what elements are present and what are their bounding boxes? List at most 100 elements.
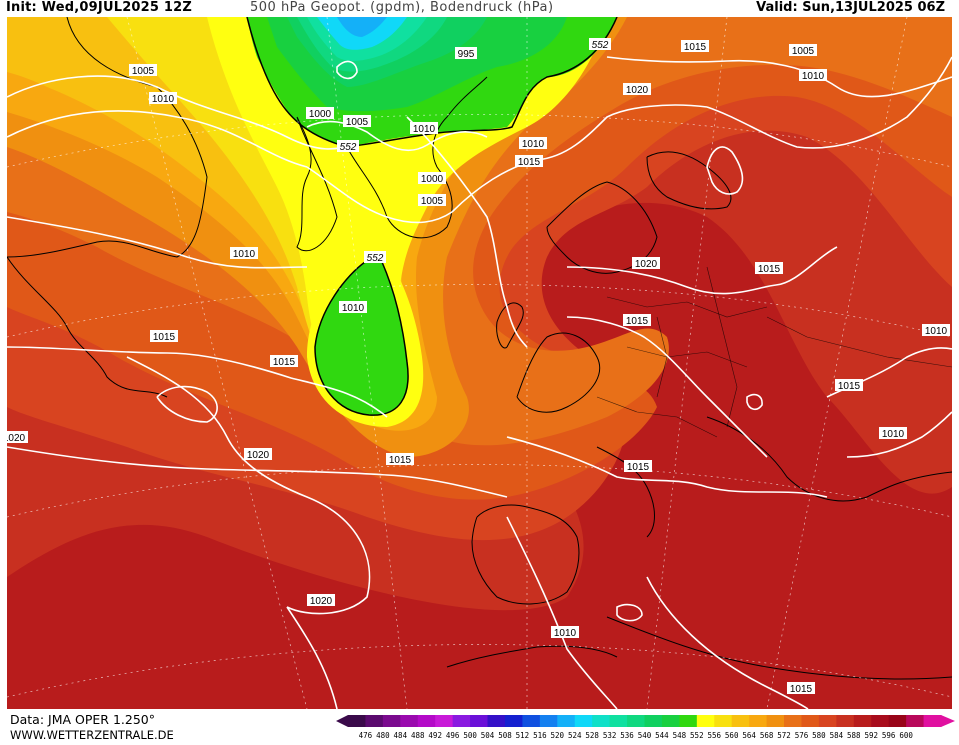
legend-swatch bbox=[417, 715, 436, 727]
legend-tick-label: 540 bbox=[638, 731, 652, 740]
legend-tick-label: 560 bbox=[725, 731, 739, 740]
legend-tick-label: 584 bbox=[830, 731, 844, 740]
isobar-label: 1010 bbox=[149, 92, 177, 105]
legend-tick-label: 528 bbox=[585, 731, 599, 740]
legend-tick-label: 496 bbox=[446, 731, 460, 740]
legend-swatch bbox=[382, 715, 401, 727]
legend-right-arrow bbox=[941, 715, 955, 727]
legend-tick-label: 596 bbox=[882, 731, 896, 740]
isobar-label: 1015 bbox=[624, 460, 652, 473]
legend-swatch bbox=[766, 715, 785, 727]
legend-scale: 476 480 484 488 492 496 500 504 508 512 516 520 524 5… bbox=[336, 715, 955, 740]
legend-swatch bbox=[400, 715, 419, 727]
isobar-label: 1020 bbox=[632, 257, 660, 270]
svg-text:1015: 1015 bbox=[389, 455, 412, 466]
legend-swatch bbox=[818, 715, 837, 727]
legend-swatch bbox=[784, 715, 802, 727]
legend-swatch bbox=[504, 715, 523, 727]
legend-tick-label: 556 bbox=[707, 731, 721, 740]
legend-left-arrow bbox=[336, 715, 348, 727]
isobar-label: 1000 bbox=[306, 107, 334, 120]
svg-text:1015: 1015 bbox=[153, 332, 176, 343]
legend-tick-label: 592 bbox=[864, 731, 878, 740]
legend-swatch bbox=[871, 715, 890, 727]
isobar-label: 1005 bbox=[129, 64, 157, 77]
isobar-label: 1020 bbox=[7, 431, 28, 444]
legend-swatch bbox=[592, 715, 611, 727]
legend-swatch bbox=[801, 715, 820, 727]
isobar-label: 1010 bbox=[879, 427, 907, 440]
svg-text:1015: 1015 bbox=[518, 157, 541, 168]
isobar-label: 1015 bbox=[835, 379, 863, 392]
legend-swatch bbox=[853, 715, 872, 727]
legend-swatch bbox=[679, 715, 698, 727]
geopotential-label: 552 bbox=[337, 140, 359, 153]
isobar-label: 1010 bbox=[922, 324, 950, 337]
legend-swatch bbox=[888, 715, 907, 727]
isobar-label: 1005 bbox=[343, 115, 371, 128]
isobar-labels: 1005 1010 1000 1005 1010 995 1010 1015 1000 1005 1… bbox=[7, 40, 950, 695]
svg-text:995: 995 bbox=[458, 49, 475, 60]
svg-text:1020: 1020 bbox=[247, 450, 270, 461]
legend-swatch bbox=[923, 715, 942, 727]
legend-tick-label: 576 bbox=[795, 731, 809, 740]
legend-tick-label: 480 bbox=[376, 731, 390, 740]
grid-lines bbox=[7, 17, 952, 709]
isobar-label: 1010 bbox=[519, 137, 547, 150]
legend-swatch bbox=[470, 715, 489, 727]
legend-swatch bbox=[539, 715, 558, 727]
legend-tick-label: 492 bbox=[428, 731, 442, 740]
svg-text:1010: 1010 bbox=[413, 124, 436, 135]
isobar-label: 1000 bbox=[418, 172, 446, 185]
isobar-label: 1015 bbox=[515, 155, 543, 168]
legend-tick-label: 520 bbox=[551, 731, 565, 740]
isobar-label: 1005 bbox=[418, 194, 446, 207]
legend-tick-label: 588 bbox=[847, 731, 861, 740]
legend-swatch bbox=[731, 715, 750, 727]
isobar-label: 1020 bbox=[244, 448, 272, 461]
field-528 bbox=[337, 17, 387, 37]
legend-swatch bbox=[348, 715, 366, 727]
isobar-lines bbox=[7, 56, 952, 709]
legend-tick-label: 532 bbox=[603, 731, 617, 740]
legend-swatch bbox=[836, 715, 855, 727]
isobar-label: 1020 bbox=[623, 83, 651, 96]
legend-swatch bbox=[522, 715, 541, 727]
legend-tick-label: 512 bbox=[516, 731, 530, 740]
svg-text:552: 552 bbox=[592, 40, 609, 51]
geopotential-label: 552 bbox=[364, 251, 386, 264]
legend-tick-label: 536 bbox=[620, 731, 634, 740]
site-url: WWW.WETTERZENTRALE.DE bbox=[10, 728, 174, 742]
legend-swatch bbox=[714, 715, 733, 727]
geopotential-label: 552 bbox=[589, 38, 611, 51]
svg-text:1010: 1010 bbox=[802, 71, 825, 82]
svg-text:1020: 1020 bbox=[7, 433, 26, 444]
legend-tick-label: 548 bbox=[673, 731, 687, 740]
legend-swatch bbox=[557, 715, 576, 727]
svg-text:1010: 1010 bbox=[233, 249, 256, 260]
legend-swatch bbox=[365, 715, 384, 727]
isobar-label: 1005 bbox=[789, 44, 817, 57]
legend-tick-label: 564 bbox=[742, 731, 756, 740]
svg-text:1015: 1015 bbox=[684, 42, 707, 53]
isobar-label: 1010 bbox=[230, 247, 258, 260]
svg-text:1020: 1020 bbox=[310, 596, 333, 607]
legend-swatch bbox=[696, 715, 715, 727]
legend-swatch bbox=[749, 715, 768, 727]
isobar-label: 1010 bbox=[799, 69, 827, 82]
svg-text:1010: 1010 bbox=[925, 326, 948, 337]
svg-text:1000: 1000 bbox=[421, 174, 444, 185]
svg-text:1015: 1015 bbox=[838, 381, 861, 392]
legend-tick-label: 600 bbox=[899, 731, 913, 740]
color-legend: 476 480 484 488 492 496 500 504 508 512 516 520 524 5… bbox=[336, 713, 959, 741]
svg-text:1005: 1005 bbox=[421, 196, 444, 207]
isobar-label: 1010 bbox=[410, 122, 438, 135]
legend-tick-label: 500 bbox=[463, 731, 477, 740]
isobar-label: 1015 bbox=[386, 453, 414, 466]
svg-text:1020: 1020 bbox=[626, 85, 649, 96]
isobar-label: 1020 bbox=[307, 594, 335, 607]
svg-text:1010: 1010 bbox=[882, 429, 905, 440]
svg-text:1005: 1005 bbox=[132, 66, 155, 77]
isobar-label: 1015 bbox=[623, 314, 651, 327]
isobar-label: 1015 bbox=[755, 262, 783, 275]
